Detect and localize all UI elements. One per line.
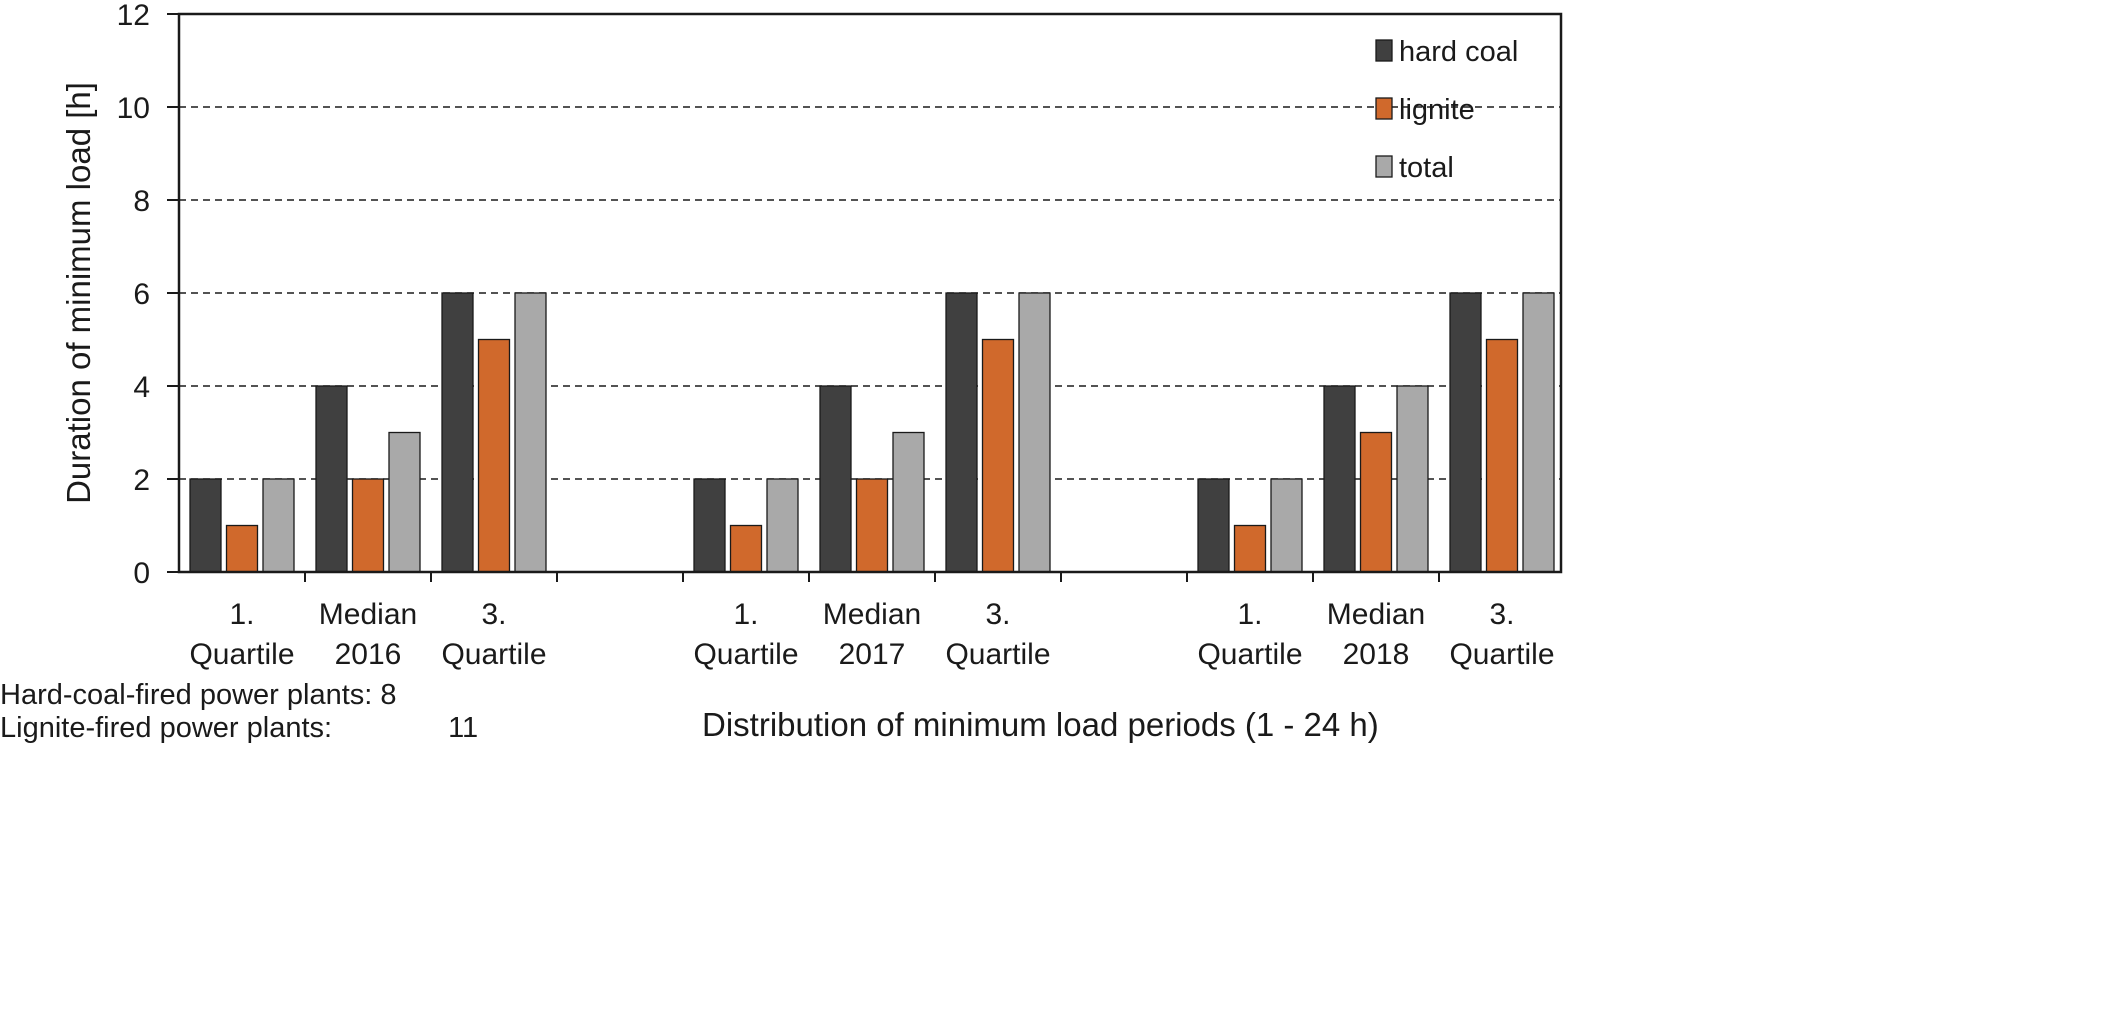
bar-total bbox=[1522, 292, 1555, 573]
bar-hard-coal bbox=[1197, 478, 1230, 573]
bar-lignite bbox=[225, 524, 259, 573]
bar-chart: 0 2 4 6 8 10 12 1. Quartile Median 2016 3. Quartile 1… bbox=[60, 0, 1563, 671]
bar-lignite bbox=[855, 478, 889, 573]
bar-lignite bbox=[477, 338, 511, 573]
bar-hard-coal bbox=[441, 292, 474, 573]
x-category-label-line1: 1. bbox=[1237, 598, 1262, 631]
bar-hard-coal bbox=[693, 478, 726, 573]
bar-total bbox=[262, 478, 295, 573]
x-category-label-line1: Median bbox=[823, 598, 921, 631]
bar-hard-coal bbox=[189, 478, 222, 573]
bar-hard-coal bbox=[819, 385, 852, 573]
legend-label-hard-coal: hard coal bbox=[1399, 36, 1518, 68]
lignite-plant-value: 11 bbox=[448, 712, 479, 744]
y-tick-label: 10 bbox=[117, 92, 150, 125]
bar-hard-coal bbox=[945, 292, 978, 573]
bar-lignite bbox=[1359, 431, 1393, 573]
bar-total bbox=[1396, 385, 1429, 573]
y-axis-title: Duration of minimum load [h] bbox=[60, 82, 97, 504]
legend-swatch-hard-coal bbox=[1375, 39, 1393, 62]
bar-total bbox=[514, 292, 547, 573]
y-tick-label: 12 bbox=[117, 0, 150, 32]
bar-lignite bbox=[729, 524, 763, 573]
x-category-label-line1: 1. bbox=[229, 598, 254, 631]
axis-ticks bbox=[167, 13, 1440, 582]
x-category-label-line2: Quartile bbox=[1197, 638, 1302, 671]
legend-label-lignite: lignite bbox=[1399, 94, 1475, 126]
bar-total bbox=[1018, 292, 1051, 573]
x-category-label-line2: Quartile bbox=[693, 638, 798, 671]
x-category-label-line1: 1. bbox=[733, 598, 758, 631]
bar-total bbox=[766, 478, 799, 573]
y-tick-label: 8 bbox=[133, 185, 150, 218]
x-category-label-line1: 3. bbox=[481, 598, 506, 631]
y-tick-label: 4 bbox=[133, 371, 150, 404]
bar-lignite bbox=[1233, 524, 1267, 573]
bar-hard-coal bbox=[315, 385, 348, 573]
legend-swatch-total bbox=[1375, 155, 1393, 178]
bar-total bbox=[1270, 478, 1303, 573]
bar-total bbox=[892, 431, 925, 573]
y-tick-label: 2 bbox=[133, 464, 150, 497]
x-axis-title: Distribution of minimum load periods (1 … bbox=[702, 706, 1379, 743]
legend: hard coal lignite total bbox=[1375, 36, 1518, 184]
x-category-label-line2: 2018 bbox=[1343, 638, 1410, 671]
bar-lignite bbox=[1485, 338, 1519, 573]
x-category-label-line2: 2016 bbox=[335, 638, 402, 671]
lignite-plant-label: Lignite-fired power plants: bbox=[0, 712, 333, 744]
bars bbox=[189, 292, 1555, 573]
x-category-label-line2: Quartile bbox=[1449, 638, 1554, 671]
hard-coal-plant-count: Hard-coal-fired power plants: 8 bbox=[0, 679, 397, 711]
bar-hard-coal bbox=[1323, 385, 1356, 573]
y-tick-label: 0 bbox=[133, 557, 150, 590]
bar-total bbox=[388, 431, 421, 573]
x-category-label-line1: Median bbox=[319, 598, 417, 631]
x-category-label-line2: Quartile bbox=[441, 638, 546, 671]
x-category-label-line2: 2017 bbox=[839, 638, 906, 671]
hard-coal-plant-label: Hard-coal-fired power plants: bbox=[0, 679, 373, 711]
bar-lignite bbox=[981, 338, 1015, 573]
x-category-label-line1: 3. bbox=[985, 598, 1010, 631]
x-category-label-line1: 3. bbox=[1489, 598, 1514, 631]
x-category-label-line2: Quartile bbox=[945, 638, 1050, 671]
bar-hard-coal bbox=[1449, 292, 1482, 573]
x-category-label-line2: Quartile bbox=[189, 638, 294, 671]
lignite-plant-count: Lignite-fired power plants: 11 bbox=[0, 712, 478, 744]
legend-swatch-lignite bbox=[1375, 97, 1393, 120]
legend-label-total: total bbox=[1399, 152, 1454, 184]
y-tick-label: 6 bbox=[133, 278, 150, 311]
axis-labels: 0 2 4 6 8 10 12 1. Quartile Median 2016 3. Quartile 1… bbox=[117, 0, 1555, 671]
bar-lignite bbox=[351, 478, 385, 573]
x-category-label-line1: Median bbox=[1327, 598, 1425, 631]
hard-coal-plant-value: 8 bbox=[380, 679, 397, 711]
